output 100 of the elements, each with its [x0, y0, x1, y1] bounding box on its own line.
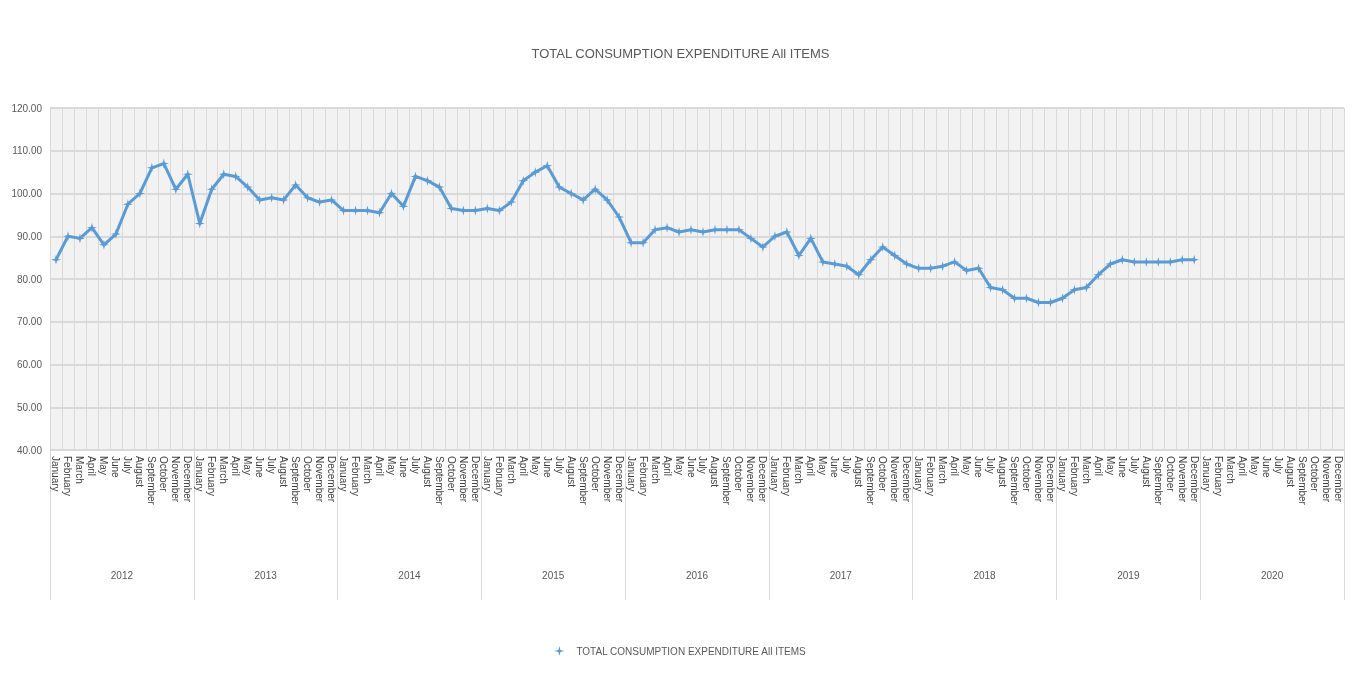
x-tick-label: May	[673, 456, 685, 475]
x-tick-label: October	[302, 456, 314, 493]
x-tick-label: November	[601, 456, 613, 503]
x-tick-label: August	[565, 456, 577, 488]
x-tick-label: July	[409, 456, 421, 474]
x-tick-label: November	[1032, 456, 1044, 503]
x-tick-label: February	[62, 456, 74, 497]
text: 2012	[110, 569, 134, 581]
x-tick-label: July	[985, 456, 997, 474]
x-tick-label: June	[397, 456, 409, 479]
text: 2013	[254, 569, 278, 581]
x-tick-label: October	[445, 456, 457, 493]
x-tick-label: April	[86, 456, 98, 477]
x-tick-label: August	[134, 456, 146, 488]
x-tick-label: October	[1308, 456, 1320, 493]
x-tick-label: March	[505, 456, 517, 484]
x-tick-label: January	[913, 456, 925, 492]
x-tick-label: May	[817, 456, 829, 475]
x-tick-label: February	[925, 456, 937, 497]
y-tick-label: 100.00	[11, 188, 43, 199]
x-tick-label: August	[1284, 456, 1296, 488]
x-tick-label: May	[385, 456, 397, 475]
x-tick-label: April	[230, 456, 242, 477]
x-tick-label: June	[685, 456, 697, 479]
x-tick-label: December	[182, 456, 194, 503]
x-tick-label: November	[314, 456, 326, 503]
x-tick-label: March	[649, 456, 661, 484]
x-tick-label: March	[362, 456, 374, 484]
x-tick-label: March	[74, 456, 86, 484]
x-tick-label: February	[781, 456, 793, 497]
x-tick-label: April	[949, 456, 961, 477]
x-tick-label: March	[218, 456, 230, 484]
x-tick-label: June	[541, 456, 553, 479]
x-tick-label: September	[865, 456, 877, 506]
x-tick-label: April	[1236, 456, 1248, 477]
text: 2015	[542, 569, 565, 581]
x-tick-label: May	[961, 456, 973, 475]
x-tick-label: August	[1140, 456, 1152, 488]
x-tick-label: January	[194, 456, 206, 492]
x-tick-label: May	[98, 456, 110, 475]
x-tick-label: September	[577, 456, 589, 506]
x-tick-label: September	[433, 456, 445, 506]
x-tick-label: December	[613, 456, 625, 503]
y-tick-label: 120.00	[11, 102, 43, 114]
x-tick-label: February	[206, 456, 218, 497]
x-tick-label: June	[973, 456, 985, 479]
x-tick-label: March	[793, 456, 805, 484]
x-tick-label: June	[1260, 456, 1272, 479]
x-tick-label: July	[266, 456, 278, 474]
x-tick-label: December	[326, 456, 338, 503]
x-tick-label: October	[589, 456, 601, 493]
x-tick-label: June	[829, 456, 841, 479]
x-tick-label: December	[1332, 456, 1344, 503]
x-tick-label: July	[841, 456, 853, 474]
x-tick-label: July	[1128, 456, 1140, 474]
text: 2016	[685, 569, 709, 581]
text: 2018	[973, 569, 997, 581]
x-tick-label: April	[1092, 456, 1104, 477]
x-tick-label: September	[146, 456, 158, 506]
y-tick-label: 70.00	[16, 316, 43, 328]
x-tick-label: March	[937, 456, 949, 484]
x-tick-label: October	[158, 456, 170, 493]
x-tick-label: March	[1224, 456, 1236, 484]
y-tick-label: 60.00	[16, 359, 43, 370]
x-tick-label: July	[1272, 456, 1284, 474]
text: 2020	[1260, 569, 1284, 581]
x-tick-label: February	[493, 456, 505, 497]
x-tick-label: August	[278, 456, 290, 488]
x-tick-label: January	[50, 456, 62, 492]
x-tick-label: January	[338, 456, 350, 492]
x-tick-label: September	[1009, 456, 1021, 506]
x-tick-label: April	[661, 456, 673, 477]
x-tick-label: January	[625, 456, 637, 492]
x-tick-label: August	[709, 456, 721, 488]
x-tick-label: November	[457, 456, 469, 503]
x-tick-label: September	[290, 456, 302, 506]
y-tick-label: 50.00	[16, 401, 43, 413]
y-tick-label: 110.00	[12, 145, 43, 157]
y-tick-label: 90.00	[16, 230, 43, 242]
x-tick-label: March	[1080, 456, 1092, 484]
x-tick-label: September	[1296, 456, 1308, 506]
text: 2017	[829, 569, 853, 581]
x-tick-label: December	[757, 456, 769, 503]
x-tick-label: June	[110, 456, 122, 479]
x-tick-label: July	[553, 456, 565, 474]
x-tick-label: October	[733, 456, 745, 493]
x-tick-label: August	[853, 456, 865, 488]
x-tick-label: June	[254, 456, 266, 479]
x-tick-label: January	[1200, 456, 1212, 492]
x-tick-label: June	[1116, 456, 1128, 479]
x-tick-label: October	[877, 456, 889, 493]
y-tick-label: 40.00	[16, 444, 43, 456]
x-tick-label: February	[350, 456, 362, 497]
x-tick-label: November	[1176, 456, 1188, 503]
legend-label: TOTAL CONSUMPTION EXPENDITURE All ITEMS	[576, 645, 807, 657]
x-tick-label: November	[745, 456, 757, 503]
text: 2019	[1117, 569, 1140, 581]
x-tick-label: May	[242, 456, 254, 475]
chart-title: TOTAL CONSUMPTION EXPENDITURE All ITEMS	[531, 46, 830, 61]
x-tick-label: April	[805, 456, 817, 477]
